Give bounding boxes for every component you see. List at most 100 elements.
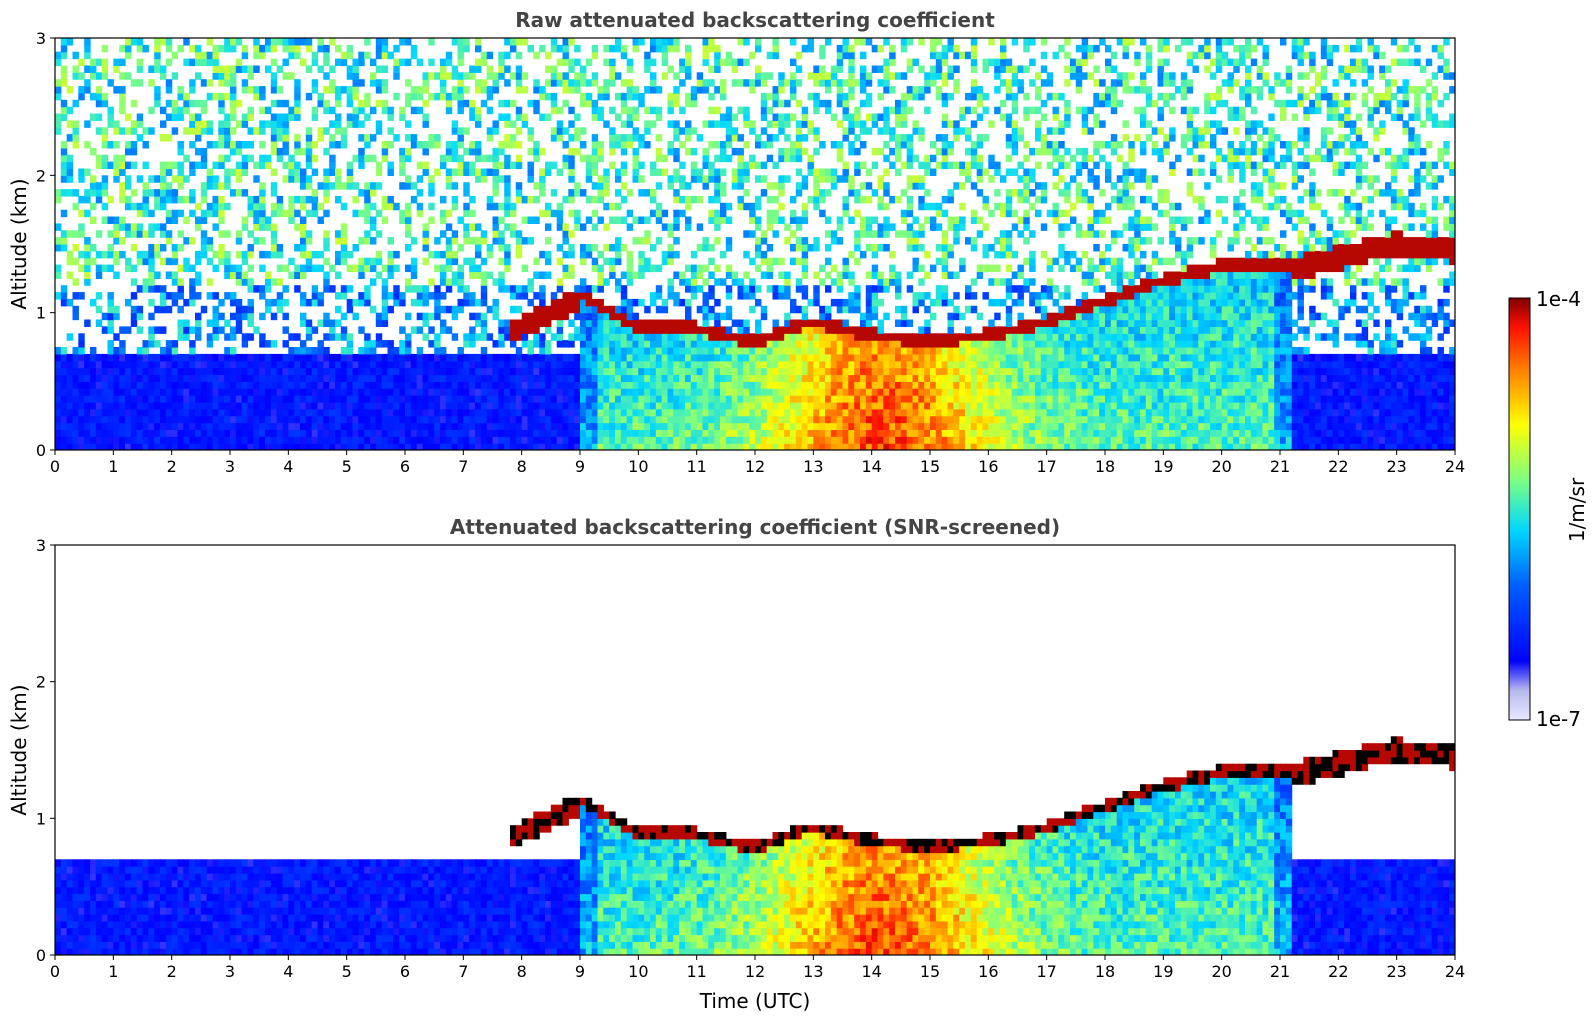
heatmap-cell	[475, 86, 482, 94]
heatmap-cell	[189, 285, 196, 293]
heatmap-cell	[136, 401, 144, 410]
heatmap-cell	[171, 161, 179, 170]
heatmap-cell	[288, 408, 295, 417]
heatmap-cell	[113, 408, 120, 417]
heatmap-cell	[539, 250, 546, 259]
heatmap-cell	[609, 367, 616, 376]
heatmap-cell	[772, 347, 779, 355]
heatmap-cell	[387, 360, 394, 369]
heatmap-cell	[865, 422, 873, 430]
heatmap-cell	[725, 436, 733, 444]
heatmap-cell	[556, 374, 564, 382]
heatmap-cell	[860, 401, 867, 410]
heatmap-cell	[527, 347, 534, 355]
heatmap-cell	[311, 429, 319, 437]
heatmap-cell	[463, 147, 470, 156]
heatmap-cell	[597, 189, 604, 197]
heatmap-cell	[352, 113, 359, 121]
heatmap-cell	[253, 360, 260, 369]
heatmap-cell	[393, 285, 400, 293]
heatmap-cell	[725, 51, 733, 60]
heatmap-cell	[609, 388, 616, 396]
heatmap-cell	[463, 161, 470, 170]
heatmap-cell	[329, 374, 336, 382]
heatmap-cell	[737, 443, 744, 450]
heatmap-cell	[725, 305, 733, 314]
heatmap-cell	[206, 202, 214, 211]
heatmap-cell	[66, 134, 74, 142]
heatmap-cell	[655, 319, 663, 327]
heatmap-cell	[434, 72, 441, 80]
heatmap-cell	[661, 44, 669, 53]
heatmap-cell	[375, 312, 383, 321]
heatmap-cell	[405, 79, 412, 87]
heatmap-cell	[405, 209, 412, 218]
heatmap-cell	[84, 86, 91, 94]
heatmap-cell	[498, 360, 505, 369]
heatmap-cell	[533, 443, 540, 450]
heatmap-cell	[294, 195, 301, 204]
heatmap-cell	[755, 374, 762, 382]
heatmap-cell	[317, 65, 324, 73]
heatmap-cell	[515, 292, 523, 300]
heatmap-cell	[206, 422, 214, 430]
heatmap-cell	[66, 86, 74, 94]
heatmap-cell	[486, 408, 494, 417]
heatmap-cell	[585, 340, 593, 348]
heatmap-cell	[690, 422, 698, 430]
heatmap-cell	[836, 44, 844, 53]
heatmap-cell	[632, 86, 639, 94]
heatmap-cell	[66, 353, 74, 362]
heatmap-cell	[329, 326, 336, 334]
heatmap-cell	[498, 353, 505, 362]
heatmap-cell	[661, 58, 669, 67]
heatmap-cell	[329, 415, 336, 424]
heatmap-cell	[282, 134, 289, 142]
heatmap-cell	[597, 216, 604, 224]
heatmap-cell	[78, 360, 85, 369]
heatmap-cell	[603, 401, 610, 410]
heatmap-cell	[457, 141, 464, 149]
heatmap-cell	[685, 195, 692, 204]
heatmap-cell	[533, 305, 540, 314]
heatmap-cell	[259, 44, 266, 53]
heatmap-cell	[486, 106, 494, 115]
heatmap-cell	[766, 120, 774, 128]
heatmap-cell	[171, 244, 179, 252]
heatmap-cell	[539, 360, 546, 369]
heatmap-cell	[842, 175, 849, 183]
heatmap-cell	[743, 415, 750, 424]
heatmap-cell	[813, 333, 820, 341]
heatmap-cell	[270, 189, 278, 197]
heatmap-cell	[101, 202, 109, 211]
heatmap-cell	[434, 92, 441, 101]
heatmap-cell	[165, 182, 173, 190]
heatmap-cell	[848, 79, 855, 87]
heatmap-cell	[749, 360, 756, 369]
heatmap-cell	[165, 216, 173, 224]
heatmap-cell	[335, 436, 342, 444]
heatmap-cell	[871, 285, 879, 293]
heatmap-cell	[731, 127, 739, 135]
heatmap-cell	[428, 292, 435, 300]
heatmap-cell	[241, 120, 249, 128]
heatmap-cell	[230, 264, 237, 273]
heatmap-cell	[160, 326, 167, 334]
heatmap-cell	[591, 298, 599, 307]
heatmap-cell	[795, 319, 803, 327]
heatmap-cell	[760, 429, 768, 437]
heatmap-cell	[305, 264, 313, 273]
heatmap-cell	[78, 415, 85, 424]
heatmap-cell	[784, 319, 791, 327]
heatmap-cell	[387, 395, 394, 403]
heatmap-cell	[498, 147, 505, 156]
heatmap-cell	[620, 326, 628, 334]
heatmap-cell	[60, 401, 68, 410]
heatmap-cell	[679, 395, 686, 403]
heatmap-cell	[795, 395, 803, 403]
heatmap-cell	[72, 244, 79, 252]
heatmap-cell	[218, 120, 225, 128]
heatmap-cell	[597, 106, 604, 115]
heatmap-cell	[136, 374, 144, 382]
heatmap-cell	[399, 154, 406, 163]
